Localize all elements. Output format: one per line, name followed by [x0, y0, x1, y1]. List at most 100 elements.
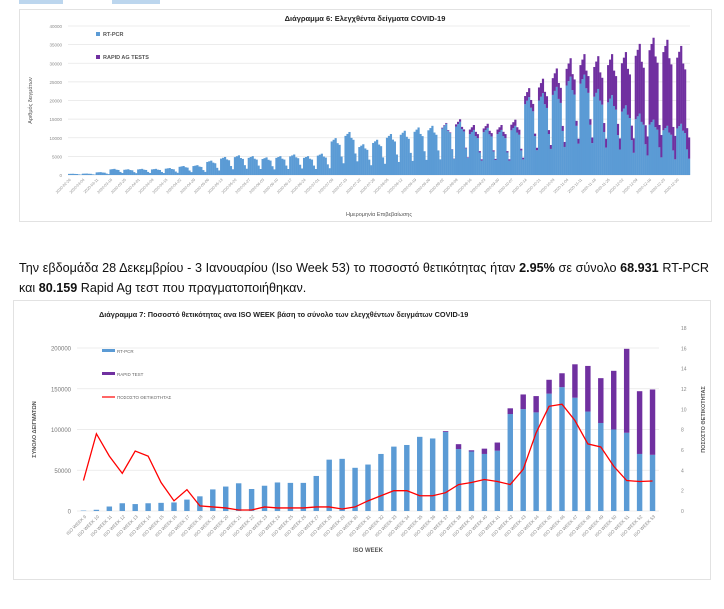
bar-pcr — [174, 171, 177, 175]
bar-rapid — [638, 43, 641, 114]
bar-pcr — [439, 159, 442, 175]
bar-pcr — [634, 119, 637, 175]
bar-rapid — [534, 133, 537, 137]
bar-rapid — [441, 127, 444, 129]
bar-pcr — [445, 123, 448, 175]
bar-pcr — [490, 136, 493, 175]
bar-rapid — [622, 57, 626, 109]
bar-rapid — [442, 431, 449, 432]
bar-pcr — [557, 98, 560, 175]
bar-pcr — [231, 169, 235, 175]
bar-rapid — [472, 125, 475, 130]
bar-pcr — [411, 160, 414, 175]
bar-pcr — [389, 134, 393, 175]
bar-pcr — [599, 100, 602, 175]
bar-rapid — [551, 78, 554, 95]
bar-pcr — [573, 94, 576, 175]
bar-pcr — [598, 422, 604, 511]
chart-7: Διάγραμμα 7: Ποσοστό θετικότητας ανα ISO… — [32, 310, 707, 554]
bar-pcr — [636, 116, 639, 175]
bar-pcr — [437, 150, 440, 175]
bar-rapid — [593, 66, 596, 97]
bar-rapid — [626, 68, 629, 115]
y-right-axis-label: ΠΟΣΟΣΤΟ ΘΕΤΙΚΟΤΗΤΑΣ — [701, 386, 707, 453]
bar-pcr — [300, 482, 307, 511]
bar-pcr — [376, 139, 379, 175]
bar-pcr — [649, 454, 656, 511]
bar-rapid — [686, 128, 689, 150]
bar-rapid — [468, 129, 472, 135]
bar-rapid — [569, 58, 572, 77]
bar-pcr — [516, 132, 519, 175]
bar-pcr — [192, 166, 195, 175]
bar-pcr — [330, 141, 333, 175]
bar-rapid — [522, 157, 525, 160]
bar-pcr — [686, 149, 689, 175]
bar-rapid — [478, 151, 481, 153]
bar-pcr — [417, 436, 423, 511]
para-text-4: Rapid Ag τεστ που πραγματοποιήθηκαν. — [77, 281, 307, 295]
bar-pcr — [514, 125, 517, 175]
bar-pcr — [200, 166, 203, 175]
bar-pcr — [404, 444, 410, 511]
y-axis-label: ΣΥΝΟΛΟ ΔΕΙΓΜΑΤΩΝ — [32, 401, 38, 457]
bar-rapid — [488, 130, 491, 135]
bar-rapid — [650, 43, 653, 123]
bar-rapid — [672, 126, 675, 151]
bar-pcr — [204, 171, 207, 175]
bar-pcr — [601, 104, 604, 175]
bar-rapid — [648, 50, 651, 125]
bar-pcr — [313, 475, 319, 511]
bar-rapid — [636, 49, 639, 117]
bar-pcr — [109, 169, 112, 175]
bar-pcr — [101, 172, 104, 175]
header-tab-2[interactable] — [112, 0, 160, 4]
bar-pcr — [441, 128, 444, 175]
bar-rapid — [496, 129, 499, 135]
bar-pcr — [539, 96, 543, 175]
bar-pcr — [565, 85, 568, 175]
bar-pcr — [233, 157, 237, 175]
bar-pcr — [263, 158, 266, 175]
bar-rapid — [504, 134, 507, 139]
y-tick-label: 0 — [68, 510, 72, 516]
bar-pcr — [287, 482, 294, 511]
bar-rapid — [445, 122, 448, 124]
bar-pcr — [381, 157, 385, 175]
bar-rapid — [494, 158, 497, 161]
bar-pcr — [395, 154, 398, 175]
bar-pcr — [378, 453, 384, 511]
bar-pcr — [670, 134, 673, 175]
bar-pcr — [344, 135, 347, 175]
bar-rapid — [649, 389, 656, 455]
bar-pcr — [83, 173, 86, 175]
bar-pcr — [127, 169, 130, 175]
chart-7-container: Διάγραμμα 7: Ποσοστό θετικότητας ανα ISO… — [13, 300, 711, 580]
bar-rapid — [636, 391, 643, 454]
bar-pcr — [202, 170, 205, 175]
bar-pcr — [443, 126, 446, 175]
bar-pcr — [500, 129, 503, 175]
bar-pcr — [494, 450, 501, 511]
bar-pcr — [154, 168, 158, 175]
bar-pcr — [106, 506, 113, 511]
bar-pcr — [87, 173, 90, 175]
x-axis-label: ISO WEEK — [353, 548, 384, 554]
bar-pcr — [507, 414, 513, 511]
y-tick-label: 200000 — [51, 347, 72, 353]
bar-rapid — [567, 63, 570, 82]
bar-pcr — [119, 503, 125, 511]
bar-pcr — [577, 143, 580, 175]
bar-rapid — [623, 348, 630, 433]
bar-pcr — [393, 141, 396, 175]
y-right-tick-label: 4 — [681, 468, 684, 474]
bar-rapid — [470, 127, 473, 132]
bar-pcr — [71, 173, 75, 175]
bar-rapid — [605, 138, 608, 148]
header-tab-1[interactable] — [19, 0, 63, 4]
bar-pcr — [91, 174, 94, 175]
bar-pcr — [379, 146, 383, 175]
bar-rapid — [652, 37, 655, 120]
bar-pcr — [409, 152, 412, 175]
bar-pcr — [620, 111, 624, 175]
